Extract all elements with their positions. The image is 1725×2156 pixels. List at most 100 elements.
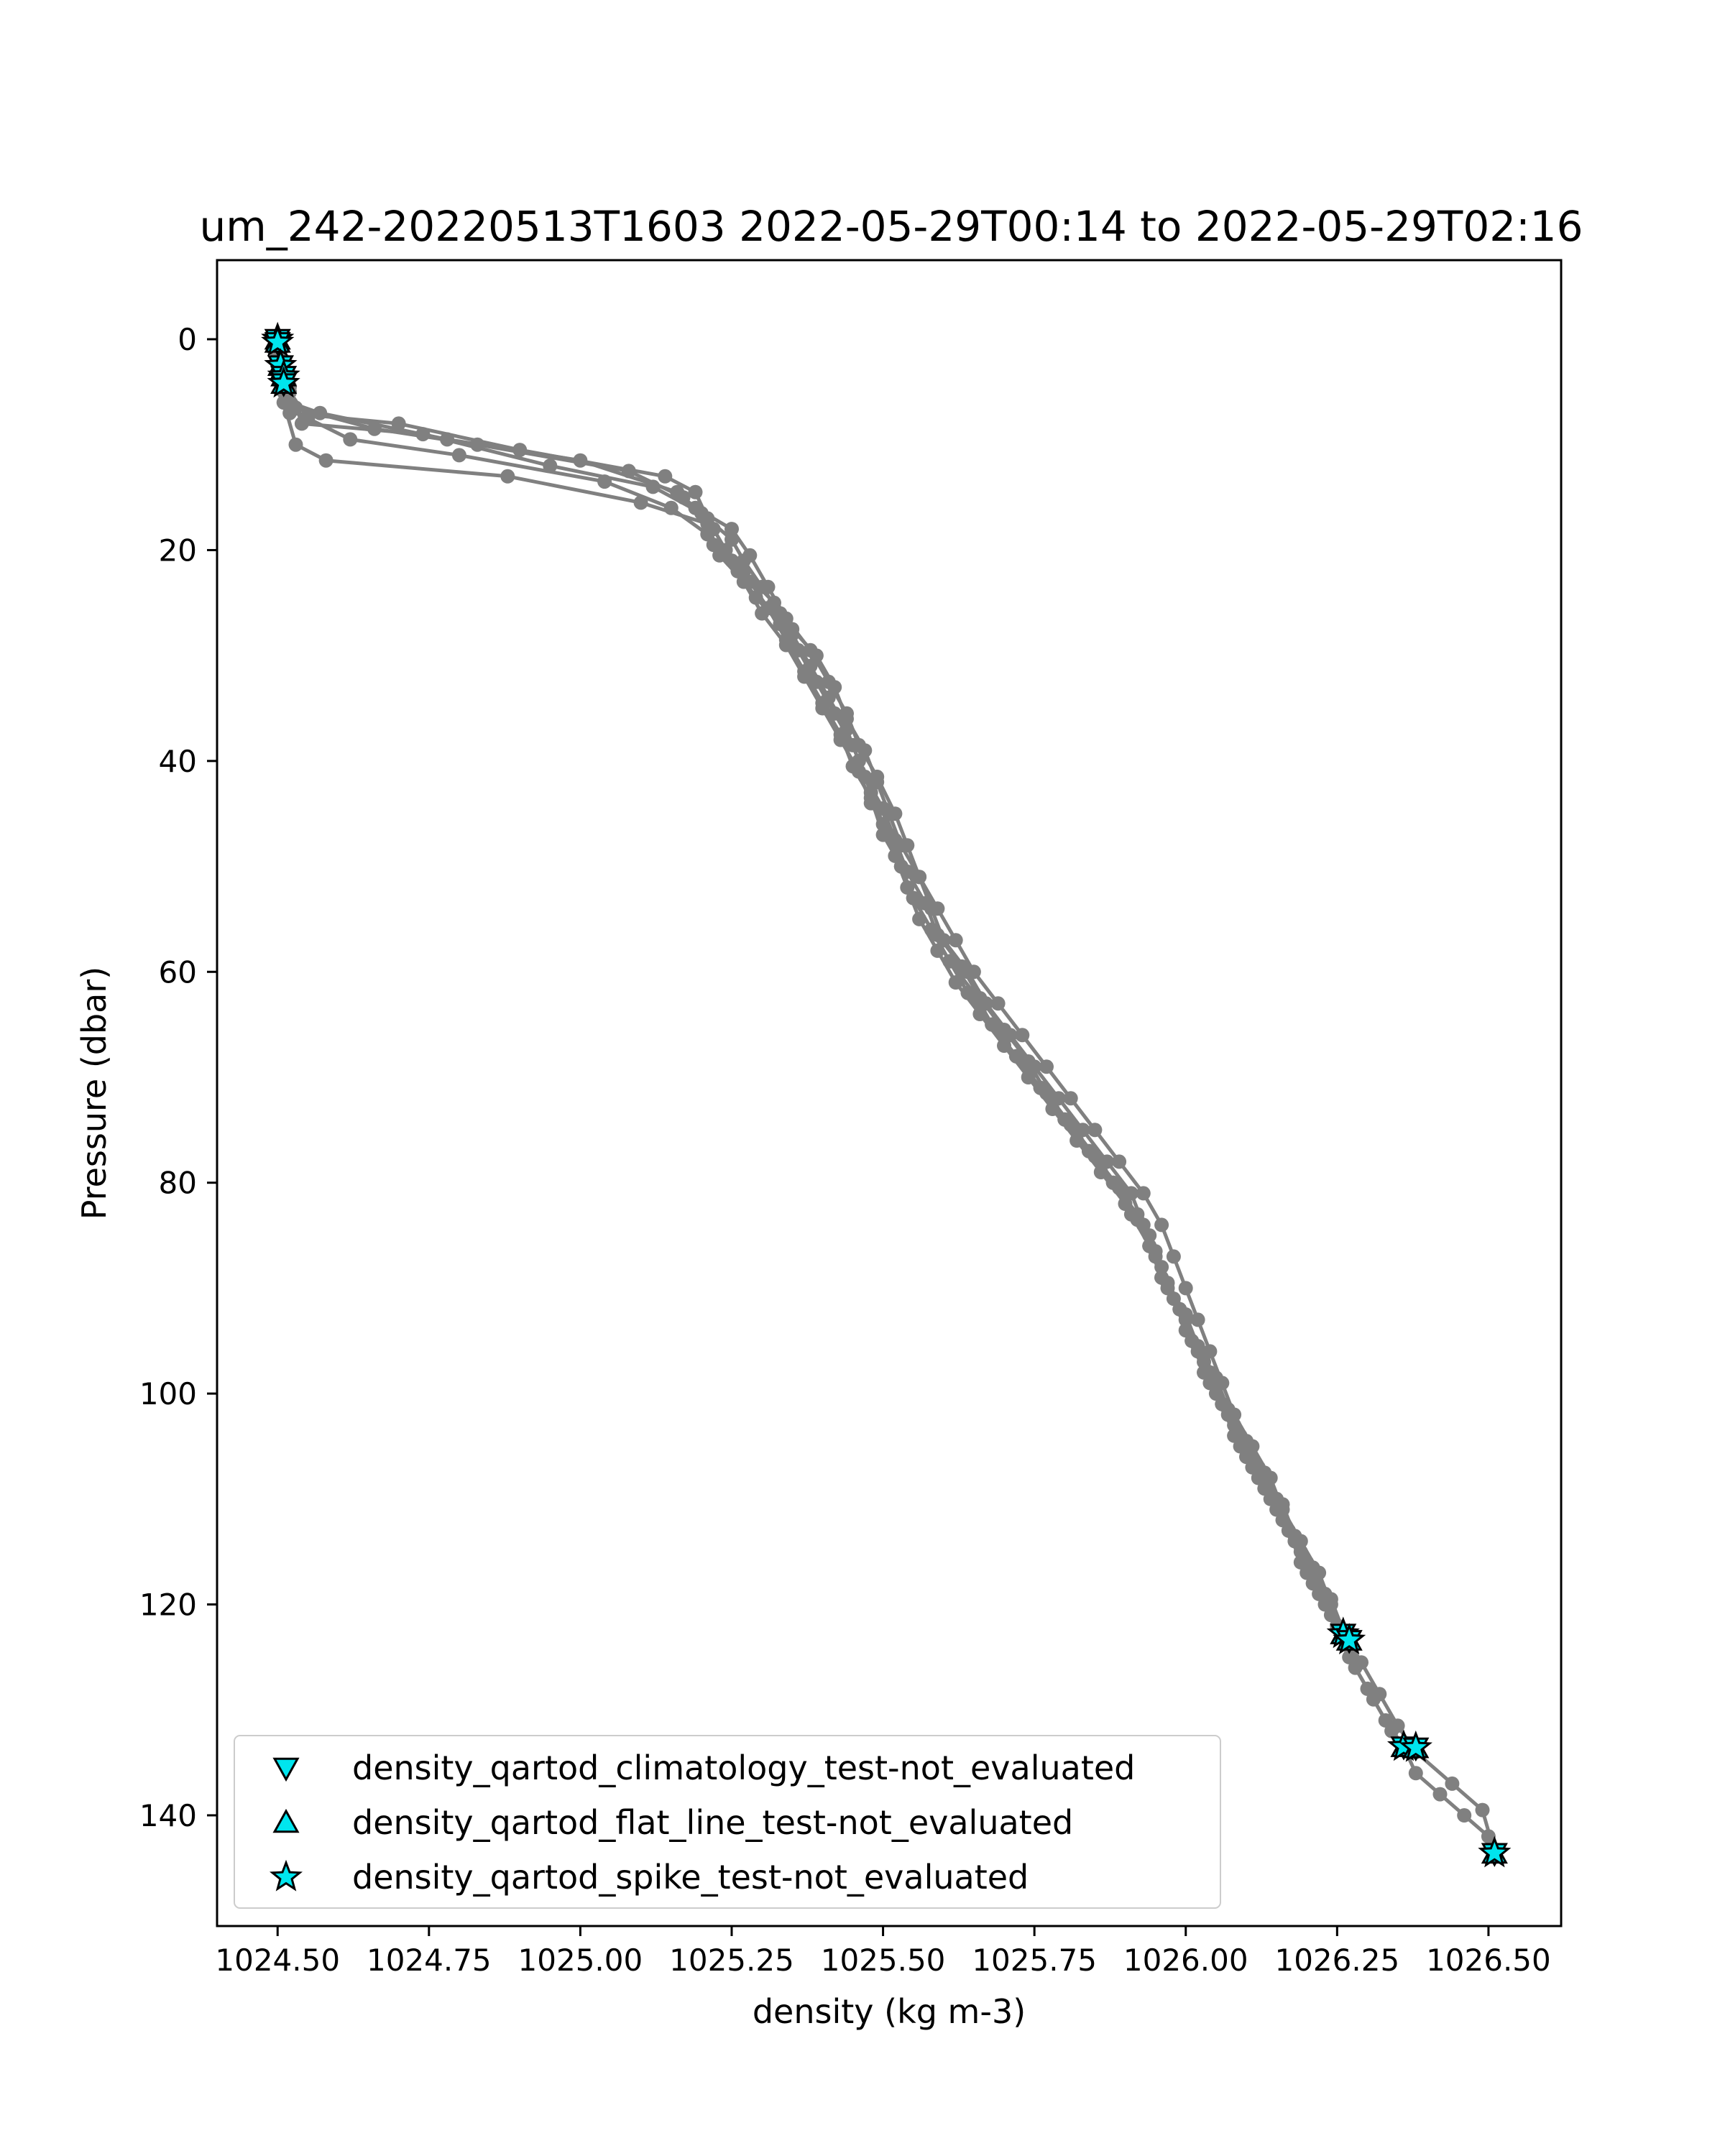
data-point bbox=[833, 732, 848, 747]
data-point bbox=[313, 405, 328, 420]
data-point bbox=[1342, 1649, 1357, 1664]
y-axis: 0 20 40 60 80 100 120 140 bbox=[139, 322, 217, 1833]
data-point bbox=[1475, 1802, 1490, 1818]
data-point bbox=[1123, 1207, 1138, 1222]
data-point bbox=[730, 563, 745, 579]
data-point bbox=[543, 459, 558, 474]
data-point bbox=[900, 838, 915, 853]
data-point bbox=[1015, 1028, 1030, 1043]
data-point bbox=[912, 870, 927, 885]
y-tick-label: 80 bbox=[159, 1166, 197, 1201]
series-line bbox=[275, 354, 1351, 1648]
data-point bbox=[1202, 1344, 1218, 1359]
data-point bbox=[1360, 1681, 1375, 1696]
data-point bbox=[1408, 1766, 1423, 1781]
data-point bbox=[658, 469, 673, 484]
x-tick-label: 1026.50 bbox=[1426, 1943, 1551, 1978]
legend-marker-triangle-up bbox=[272, 1808, 300, 1833]
data-point bbox=[1263, 1470, 1278, 1485]
data-point bbox=[893, 859, 908, 874]
x-tick-label: 1026.00 bbox=[1123, 1943, 1248, 1978]
chart-title: um_242-20220513T1603 2022-05-29T00:14 to… bbox=[200, 202, 1583, 251]
y-tick-label: 20 bbox=[159, 533, 197, 568]
data-point bbox=[778, 611, 794, 626]
series-5 bbox=[270, 348, 1357, 1654]
data-point bbox=[888, 806, 903, 821]
legend-marker-star bbox=[269, 1859, 303, 1892]
x-axis-label: density (kg m-3) bbox=[753, 1992, 1026, 2031]
series-2 bbox=[270, 337, 1417, 1759]
data-point bbox=[1033, 1080, 1048, 1095]
data-point bbox=[1008, 1049, 1024, 1064]
data-point bbox=[343, 432, 358, 447]
qartod-flag-markers bbox=[261, 321, 1512, 1868]
data-point bbox=[930, 901, 945, 916]
data-point bbox=[918, 895, 933, 911]
data-point bbox=[1202, 1365, 1218, 1380]
data-point bbox=[1166, 1249, 1181, 1264]
series-line bbox=[275, 344, 1412, 1754]
y-tick-label: 40 bbox=[159, 744, 197, 779]
data-point bbox=[1063, 1091, 1078, 1106]
data-point bbox=[1312, 1565, 1327, 1580]
data-point bbox=[440, 432, 455, 447]
data-point bbox=[815, 701, 830, 716]
data-point bbox=[840, 706, 854, 721]
legend-entry-label: density_qartod_spike_test-not_evaluated bbox=[352, 1858, 1029, 1897]
data-point bbox=[500, 469, 515, 484]
series-1 bbox=[270, 332, 1351, 1644]
data-point bbox=[875, 801, 891, 816]
axes-frame bbox=[216, 259, 1563, 1927]
data-point bbox=[791, 642, 806, 658]
x-tick-label: 1024.50 bbox=[215, 1943, 340, 1978]
data-point bbox=[1215, 1376, 1230, 1391]
series-4 bbox=[270, 337, 1502, 1860]
data-point bbox=[294, 416, 309, 431]
data-point bbox=[318, 453, 334, 468]
data-point bbox=[924, 922, 939, 937]
data-point bbox=[724, 522, 739, 537]
series-3 bbox=[270, 342, 1502, 1860]
data-point bbox=[1372, 1687, 1387, 1702]
data-point bbox=[742, 548, 758, 563]
data-point bbox=[1227, 1407, 1242, 1422]
data-point bbox=[851, 764, 866, 779]
data-point bbox=[670, 484, 685, 499]
data-point bbox=[700, 516, 715, 531]
x-axis: 1024.50 1024.75 1025.00 1025.25 1025.50 1025.… bbox=[215, 1926, 1551, 1978]
data-point bbox=[1087, 1123, 1103, 1138]
data-point bbox=[282, 395, 298, 410]
data-point bbox=[803, 642, 818, 658]
data-point bbox=[882, 827, 896, 842]
data-point bbox=[851, 737, 866, 752]
plot-area bbox=[261, 321, 1512, 1868]
x-tick-label: 1025.50 bbox=[821, 1943, 946, 1978]
data-point bbox=[1142, 1238, 1157, 1253]
series-line bbox=[275, 344, 1496, 1853]
data-point bbox=[948, 933, 963, 948]
data-point bbox=[1378, 1713, 1393, 1728]
data-point bbox=[688, 484, 703, 499]
data-point bbox=[1184, 1333, 1200, 1348]
data-point bbox=[1154, 1217, 1169, 1233]
data-point bbox=[1178, 1281, 1193, 1296]
spike-flag-marker bbox=[261, 325, 295, 357]
data-point bbox=[288, 437, 303, 452]
data-point bbox=[755, 606, 770, 621]
y-axis-label: Pressure (dbar) bbox=[75, 967, 114, 1220]
data-point bbox=[985, 1017, 1000, 1032]
data-point bbox=[1154, 1270, 1169, 1285]
data-point bbox=[942, 954, 957, 969]
data-point bbox=[1190, 1312, 1205, 1327]
data-point bbox=[1105, 1175, 1121, 1190]
data-point bbox=[821, 674, 836, 689]
data-point bbox=[451, 448, 466, 463]
data-point bbox=[960, 985, 975, 1000]
data-point bbox=[1275, 1502, 1290, 1517]
data-point bbox=[863, 796, 878, 811]
data-point bbox=[1293, 1534, 1308, 1549]
series-line bbox=[275, 339, 1345, 1637]
data-point bbox=[573, 453, 588, 468]
data-point bbox=[906, 890, 921, 906]
data-point bbox=[827, 706, 842, 721]
